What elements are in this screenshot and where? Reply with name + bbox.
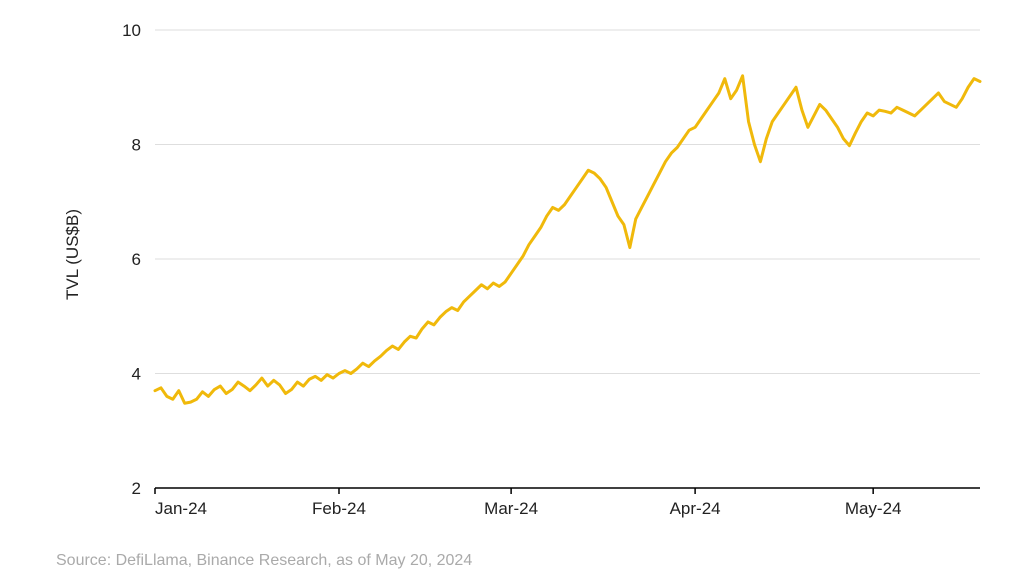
source-caption: Source: DefiLlama, Binance Research, as … [56, 552, 472, 570]
y-axis-label: TVL (US$B) [63, 209, 83, 300]
x-tick-label: May-24 [845, 499, 902, 518]
line-chart: 2 4 6 8 10 Jan-24 Feb-24 Mar-24 Apr-24 May-24 [0, 0, 1024, 582]
y-tick-label: 6 [132, 250, 141, 269]
y-tick-label: 8 [132, 136, 141, 155]
x-tick-label: Mar-24 [484, 499, 538, 518]
y-tick-label: 10 [122, 21, 141, 40]
x-tick-label: Apr-24 [670, 499, 721, 518]
chart-container: 2 4 6 8 10 Jan-24 Feb-24 Mar-24 Apr-24 May-24 TVL… [0, 0, 1024, 582]
x-tick-label: Feb-24 [312, 499, 366, 518]
x-tick-label: Jan-24 [155, 499, 207, 518]
y-tick-label: 4 [132, 365, 141, 384]
y-tick-label: 2 [132, 479, 141, 498]
